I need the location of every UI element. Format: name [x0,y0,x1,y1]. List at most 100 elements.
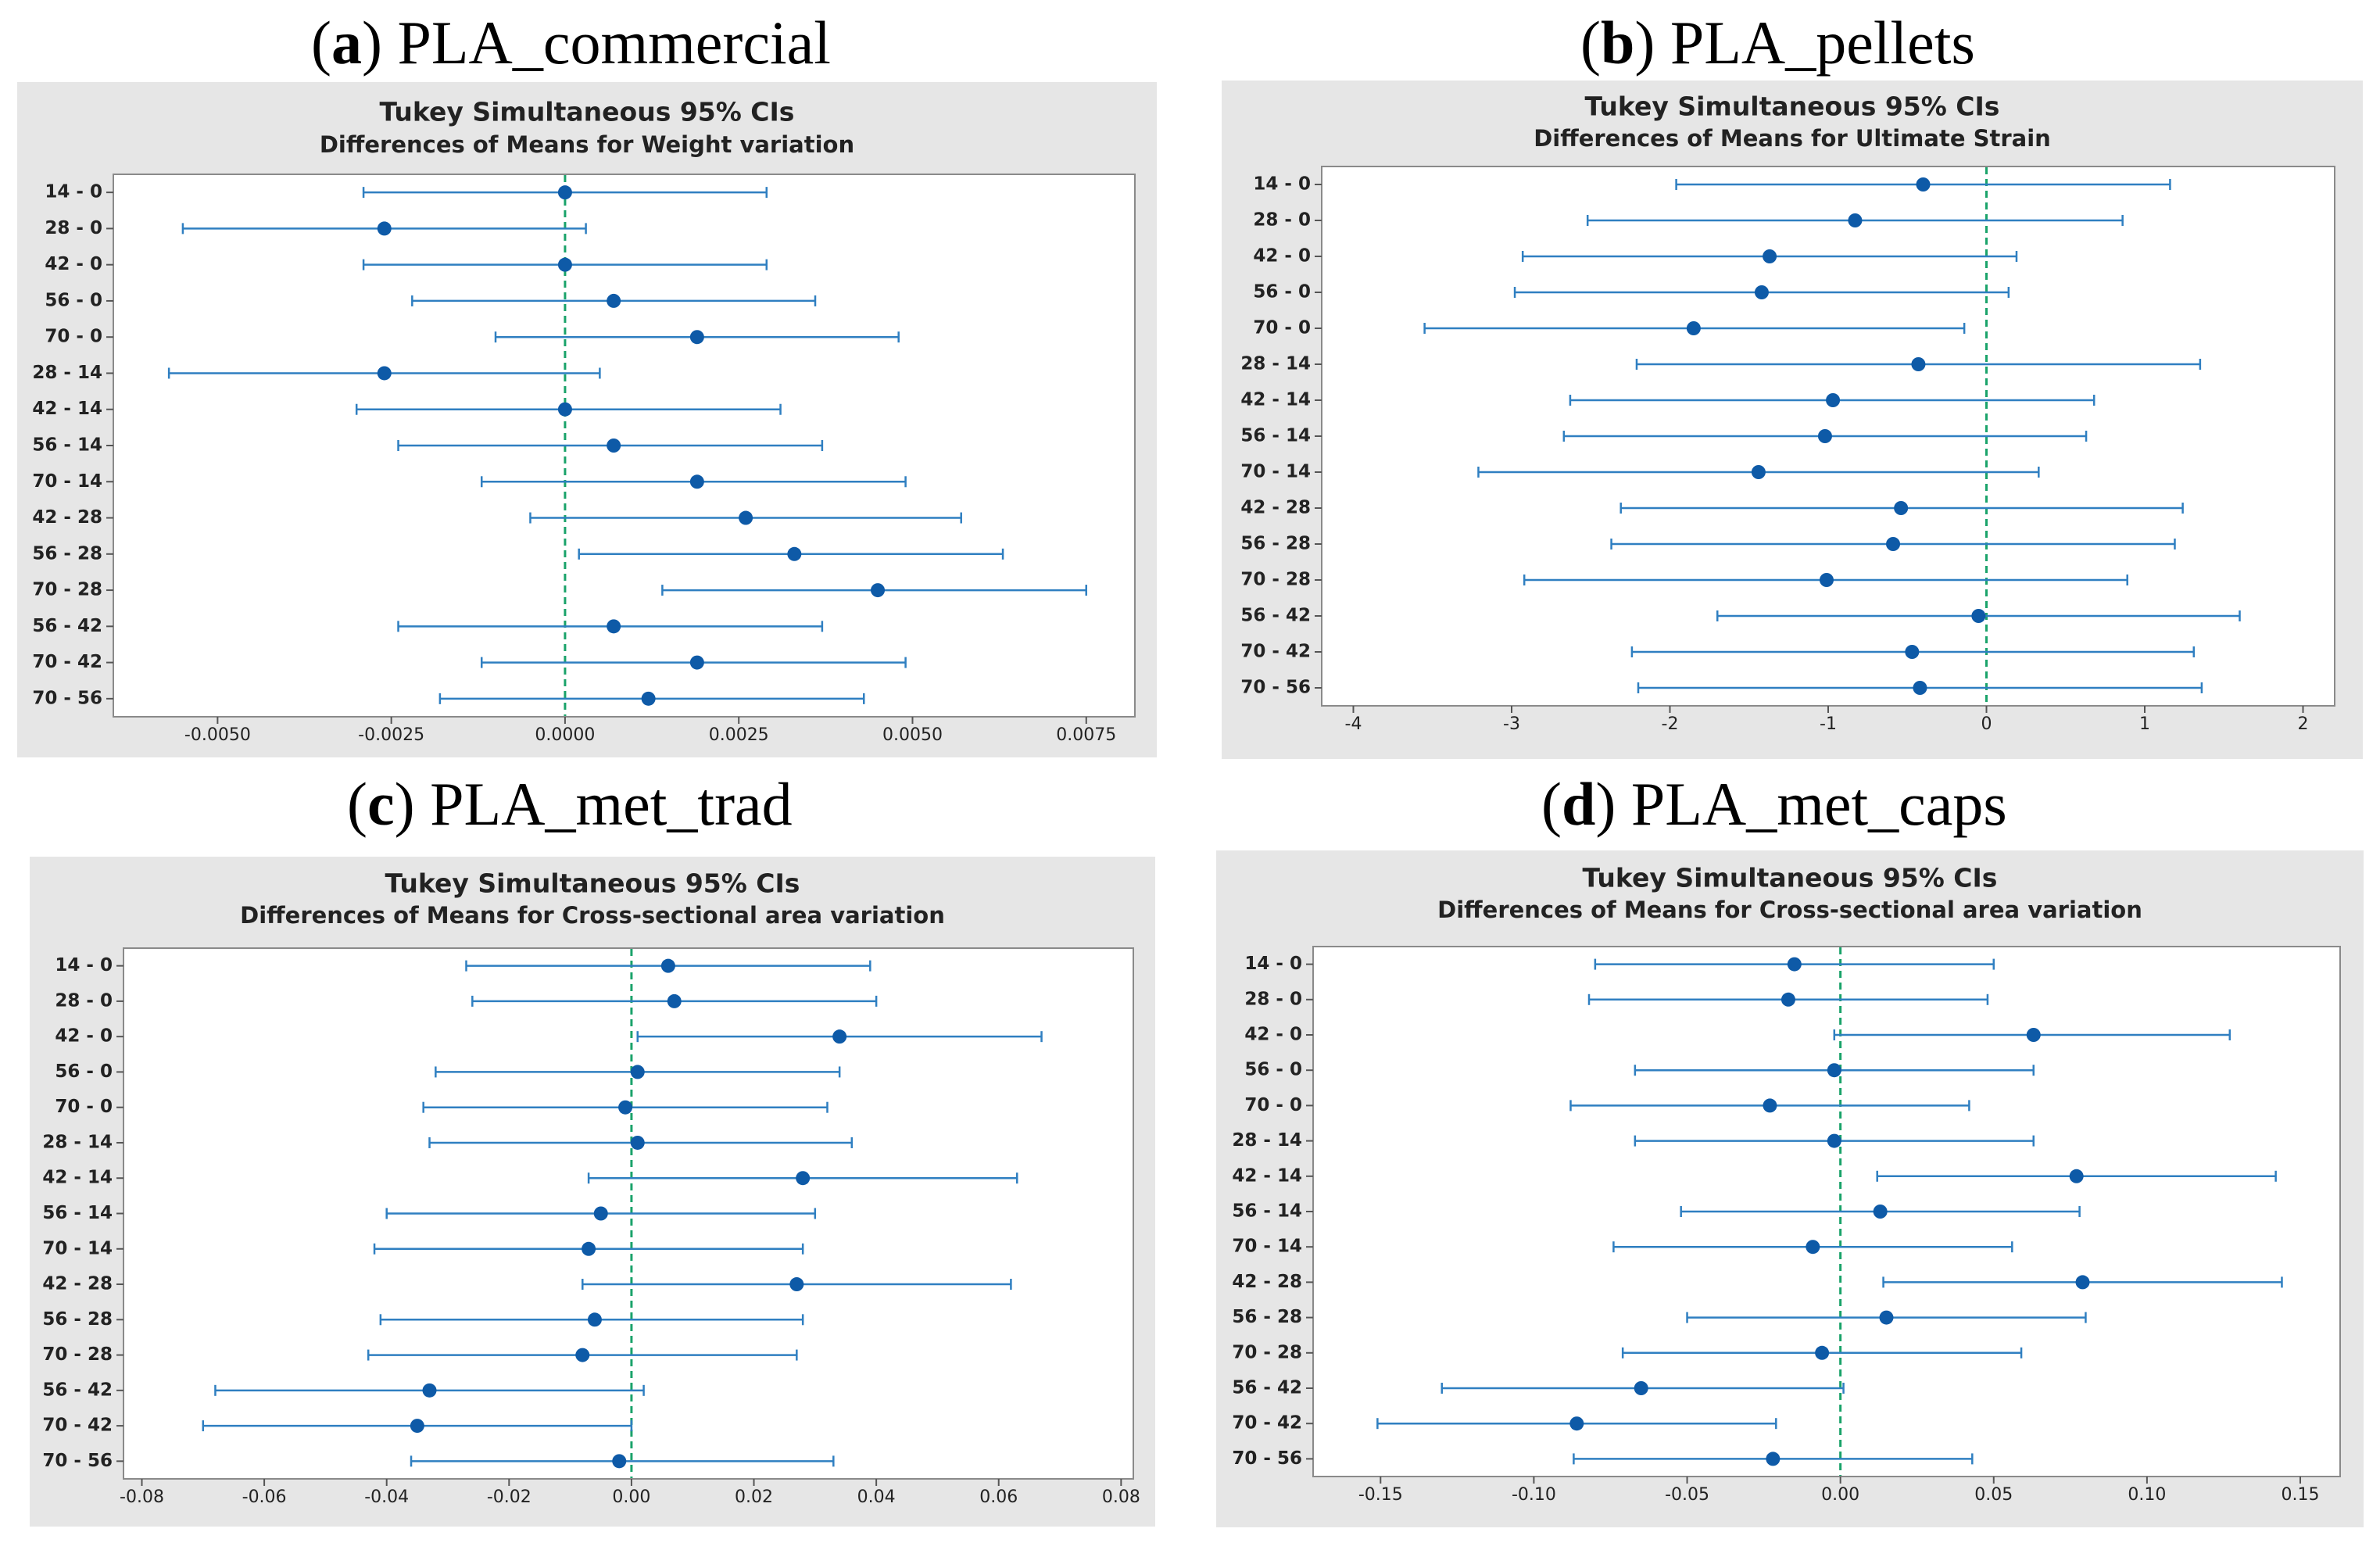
chart-title: Tukey Simultaneous 95% CIs [385,868,800,899]
y-tick-label: 28 - 14 [42,1132,113,1152]
mean-point [1827,1133,1841,1148]
y-tick-label: 70 - 28 [32,580,102,600]
x-tick-label: 0.10 [2128,1485,2166,1505]
y-tick-label: 14 - 0 [1253,174,1311,195]
chart-title: Tukey Simultaneous 95% CIs [1585,91,2000,122]
mean-point [739,510,753,525]
y-tick-label: 56 - 42 [42,1380,113,1400]
y-tick-label: 70 - 14 [32,471,102,492]
y-tick-label: 70 - 56 [32,688,102,708]
y-tick-label: 70 - 14 [1240,462,1311,482]
mean-point [1686,321,1701,335]
mean-point [641,691,656,706]
x-tick-label: 0.0000 [535,725,595,745]
y-tick-label: 56 - 28 [42,1309,113,1330]
panel-letter-c: c [367,770,395,838]
mean-point [2026,1028,2041,1042]
mean-point [422,1383,437,1398]
y-tick-label: 14 - 0 [45,182,102,202]
mean-point [1827,1063,1841,1078]
y-tick-label: 56 - 42 [1240,606,1311,626]
y-tick-label: 70 - 42 [42,1416,113,1436]
y-tick-label: 42 - 28 [1240,498,1311,518]
y-tick-label: 56 - 42 [32,616,102,636]
y-tick-label: 42 - 0 [45,254,102,274]
mean-point [1569,1416,1584,1431]
y-tick-label: 42 - 14 [1240,390,1311,410]
y-tick-label: 42 - 28 [42,1274,113,1294]
panel-heading-b: (b) PLA_pellets [1580,9,1975,77]
x-tick-label: -2 [1662,714,1679,734]
x-tick-label: 0.00 [612,1487,650,1507]
mean-point [1787,957,1802,972]
mean-point [607,439,621,453]
mean-point [1806,1240,1820,1255]
x-tick-label: 0.08 [1102,1487,1140,1507]
mean-point [1754,285,1769,299]
mean-point [689,330,704,345]
chart-subtitle: Differences of Means for Cross-sectional… [240,902,945,929]
mean-point [1766,1452,1781,1466]
chart-card-a: Tukey Simultaneous 95% CIs Differences of… [17,82,1157,757]
mean-point [660,958,675,973]
y-tick-label: 14 - 0 [1244,954,1302,974]
x-tick-label: -0.08 [120,1487,164,1507]
chart-card-b: Tukey Simultaneous 95% CIs Differences of… [1222,81,2363,759]
mean-point [2069,1169,2084,1183]
mean-point [1819,573,1834,587]
panel-letter-a: a [331,9,362,77]
mean-point [587,1312,602,1327]
y-tick-label: 70 - 0 [1253,318,1311,338]
y-tick-label: 70 - 28 [1232,1342,1302,1362]
mean-point [1905,645,1920,659]
mean-point [1916,177,1931,192]
x-tick-label: -0.04 [364,1487,409,1507]
y-tick-label: 70 - 56 [42,1451,113,1471]
mean-point [2075,1275,2090,1290]
y-tick-label: 70 - 42 [1240,642,1311,662]
mean-point [618,1100,633,1115]
mean-point [1886,537,1901,551]
mean-point [1815,1345,1830,1360]
x-tick-label: -0.0025 [358,725,424,745]
mean-point [1873,1205,1888,1219]
y-tick-label: 70 - 56 [1232,1448,1302,1469]
chart-c: Tukey Simultaneous 95% CIs Differences of… [42,868,1140,1508]
y-tick-label: 42 - 28 [1232,1272,1302,1292]
y-tick-label: 42 - 0 [1253,246,1311,267]
mean-point [607,619,621,634]
x-tick-label: -0.06 [242,1487,287,1507]
chart-a: Tukey Simultaneous 95% CIs Differences of… [32,97,1136,745]
chart-title: Tukey Simultaneous 95% CIs [380,97,795,127]
x-tick-label: 0.02 [735,1487,773,1507]
y-tick-label: 42 - 14 [42,1168,113,1188]
y-tick-label: 28 - 0 [1244,989,1302,1009]
mean-point [1826,393,1841,407]
y-tick-label: 42 - 14 [1232,1165,1302,1186]
x-tick-label: 0.15 [2282,1485,2320,1505]
panel-name-d: PLA_met_caps [1630,770,2007,838]
panel-letter-b: b [1600,9,1635,77]
y-tick-label: 28 - 14 [1232,1130,1302,1151]
mean-point [667,993,682,1008]
mean-point [1894,501,1909,515]
y-tick-label: 28 - 0 [1253,210,1311,231]
mean-point [1848,213,1863,227]
mean-point [557,257,572,272]
chart-b: Tukey Simultaneous 95% CIs Differences of… [1240,91,2335,734]
y-tick-label: 42 - 28 [32,507,102,528]
mean-point [1763,1098,1777,1113]
mean-point [796,1171,811,1186]
mean-point [1913,681,1927,695]
y-tick-label: 56 - 28 [32,543,102,564]
chart-subtitle: Differences of Means for Weight variatio… [320,131,854,158]
mean-point [787,546,802,561]
y-tick-label: 56 - 0 [1244,1060,1302,1080]
x-tick-label: 2 [2298,714,2309,734]
panel-letter-d: d [1561,770,1596,838]
mean-point [557,185,572,200]
y-tick-label: 28 - 0 [45,218,102,238]
panel-name-c: PLA_met_trad [430,770,793,838]
y-tick-label: 56 - 14 [32,435,102,456]
